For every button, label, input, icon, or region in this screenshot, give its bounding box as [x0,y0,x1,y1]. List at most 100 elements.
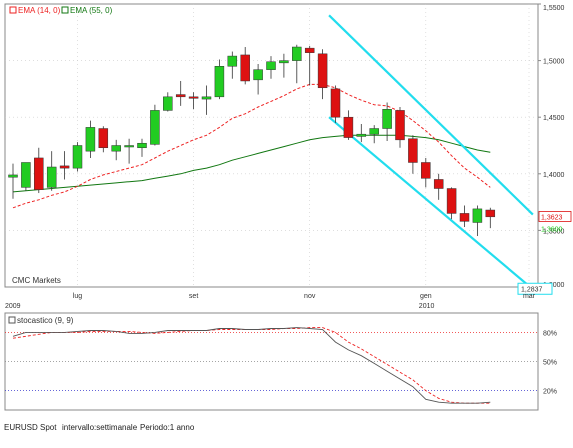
candle-body [395,110,405,141]
candle [111,139,121,161]
footer-instrument: EURUSD Spot [4,423,57,432]
ema14-layer [12,83,491,209]
candle [163,92,173,112]
candle [292,44,302,84]
candle-body [382,109,392,129]
candle-body [124,145,134,148]
candle-body [330,88,341,118]
price-legend: EMA (14, 0) EMA (55, 0) [9,6,113,15]
channel-upper-line [328,14,534,216]
candle-body [356,133,367,137]
channel-lower-line [328,116,534,291]
candle-body [46,166,57,188]
candle [382,102,392,141]
stochastic-tick-label: 20% [543,389,557,396]
channel-end-label: 1,2837 [521,286,543,293]
candle-body [266,61,276,70]
candle [356,123,367,143]
candle-body [98,128,109,149]
price-tick-label: 1,3500 [543,228,565,235]
candle-body [59,165,70,169]
candle-body [472,208,483,223]
candle [8,163,18,199]
candle [317,49,328,100]
candle [34,147,44,194]
channel-end-box [517,282,553,295]
candle-body [459,213,470,222]
candle [395,107,405,148]
price-tick-label: 1,4000 [543,172,565,179]
candle-body [240,54,250,82]
trend-channel [328,14,534,291]
time-tick-label: mar [523,293,536,300]
candle-body [343,116,354,138]
candle-body [85,127,96,152]
candle [369,125,379,144]
candle [253,63,263,95]
candle-body [369,128,379,135]
candle [137,138,147,157]
candle-body [485,209,496,218]
price-tick-label: 1,4500 [543,115,565,122]
candle [433,173,444,200]
time-tick-label: nov [304,293,316,300]
candle-body [279,60,289,64]
ema55-legend-label: EMA (55, 0) [70,6,113,15]
candle-body [253,69,263,81]
candle [150,104,160,146]
candle [343,110,354,140]
candle [304,45,315,86]
candle [124,138,134,164]
candle-body [317,53,328,89]
candle [59,151,70,180]
stochastic-k-line [12,327,491,404]
candle [227,51,238,79]
candle-body [292,46,302,61]
candle [408,135,418,174]
candle [485,207,496,229]
stochastic-axis: 80% 50% 20% [543,330,557,395]
candle-body [214,66,225,98]
time-tick-label: set [189,293,198,300]
candle-body [163,96,173,111]
candle-body [21,162,31,188]
candle-body [304,47,315,53]
candle [266,56,276,79]
candle [188,92,199,110]
candle-body [421,162,431,179]
time-tick-label: lug [73,293,82,300]
ema14-line [12,83,491,209]
ema14-legend-swatch [9,6,17,14]
stochastic-tick-label: 50% [543,360,557,367]
candle [330,85,341,123]
candle-body [72,145,83,169]
candle-body [150,110,160,145]
candle [98,126,109,153]
candle-body [137,142,147,149]
candle [279,53,289,78]
candle [421,157,431,188]
stochastic-lines [5,327,538,404]
candle-body [201,96,212,100]
stochastic-d-line [12,327,491,404]
candle-body [227,55,238,67]
stochastic-legend-swatch [8,316,16,324]
candle-body [34,157,44,190]
watermark: CMC Markets [12,276,61,285]
candle [214,59,225,100]
ema-value-label: 1,3600 [541,226,563,233]
ema55-layer [12,134,491,193]
price-panel-frame [4,3,539,288]
candle [459,205,470,228]
price-tick-label: 1,5000 [543,59,565,66]
candle-body [175,94,186,98]
candle [446,187,457,220]
candle-body [433,179,444,189]
candles [8,44,496,237]
candle [72,142,83,172]
candle [46,151,57,191]
ema55-line [12,134,491,193]
ema55-legend-swatch [61,6,69,14]
candle-body [446,188,457,214]
